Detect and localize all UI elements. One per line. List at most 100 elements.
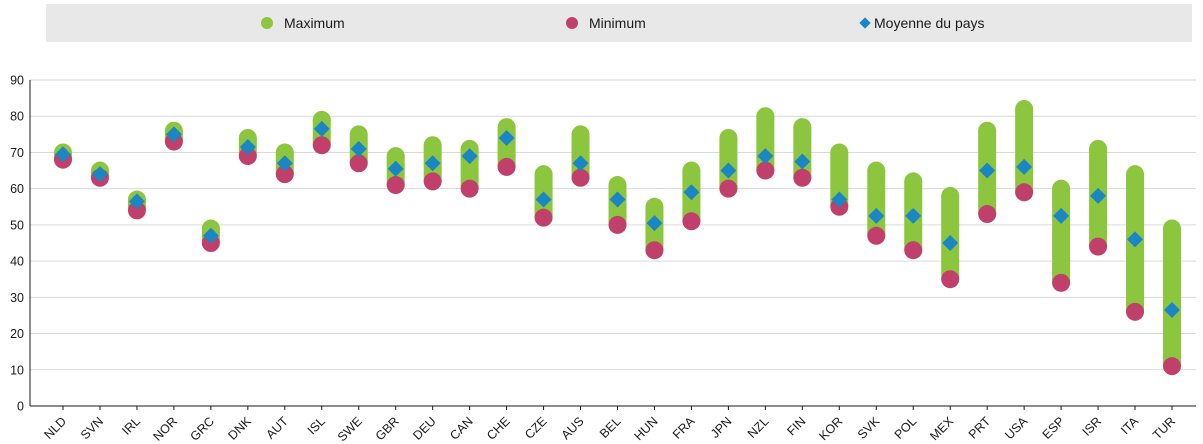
- y-tick-label-80: 80: [10, 110, 24, 124]
- min-point-irl: [127, 201, 146, 220]
- min-point-svk: [867, 226, 886, 245]
- x-tick-label-fra: FRA: [670, 414, 698, 442]
- max-point-che: [497, 118, 516, 137]
- min-point-aut: [275, 165, 294, 184]
- mean-point-pol: [905, 207, 922, 224]
- min-point-deu: [423, 172, 442, 191]
- mean-point-can: [461, 148, 478, 165]
- min-point-fra: [682, 212, 701, 231]
- mean-point-usa: [1016, 158, 1033, 175]
- x-tick-label-mex: MEX: [927, 414, 957, 444]
- min-point-hun: [645, 241, 664, 260]
- min-point-prt: [978, 205, 997, 224]
- x-tick-label-nzl: NZL: [745, 414, 772, 441]
- range-bar-fin: [793, 127, 812, 178]
- max-point-bel: [608, 176, 627, 195]
- legend-label-maximum: Maximum: [284, 15, 345, 31]
- x-tick-label-hun: HUN: [632, 414, 661, 443]
- mean-point-jpn: [720, 162, 737, 179]
- x-tick-label-bel: BEL: [597, 414, 624, 441]
- max-point-esp: [1052, 179, 1071, 198]
- mean-point-irl: [128, 193, 145, 210]
- mean-point-aus: [572, 155, 589, 172]
- min-point-mex: [941, 270, 960, 289]
- min-point-isr: [1089, 237, 1108, 256]
- max-point-mex: [941, 186, 960, 205]
- max-point-pol: [904, 172, 923, 191]
- x-tick-label-svk: SVK: [855, 414, 883, 442]
- min-point-dnk: [238, 147, 257, 166]
- min-point-bel: [608, 215, 627, 234]
- max-point-fin: [793, 118, 812, 137]
- legend-label-mean: Moyenne du pays: [874, 15, 985, 31]
- x-tick-label-ita: ITA: [1118, 414, 1141, 437]
- range-bar-esp: [1052, 188, 1071, 283]
- x-tick-label-nor: NOR: [150, 414, 180, 444]
- y-tick-label-40: 40: [10, 255, 24, 269]
- x-tick-label-dnk: DNK: [225, 414, 254, 443]
- min-point-isl: [312, 136, 331, 155]
- min-point-ita: [1126, 302, 1145, 321]
- x-tick-label-prt: PRT: [966, 414, 994, 442]
- range-bar-usa: [1015, 108, 1034, 193]
- max-point-kor: [830, 143, 849, 162]
- legend-item-minimum: Minimum: [566, 4, 646, 42]
- x-tick-label-svn: SVN: [78, 414, 106, 442]
- mean-point-prt: [979, 162, 996, 179]
- mean-point-gbr: [387, 160, 404, 177]
- mean-point-fin: [794, 153, 811, 170]
- y-tick-label-90: 90: [10, 74, 24, 88]
- mean-point-deu: [424, 155, 441, 172]
- x-tick-label-tur: TUR: [1150, 414, 1178, 442]
- y-tick-label-60: 60: [10, 182, 24, 196]
- legend-item-maximum: Maximum: [261, 4, 345, 42]
- max-point-cze: [534, 165, 553, 184]
- x-tick-label-nld: NLD: [42, 414, 70, 442]
- min-point-jpn: [719, 179, 738, 198]
- max-point-aus: [571, 125, 590, 144]
- max-point-fra: [682, 161, 701, 180]
- max-point-isr: [1089, 139, 1108, 158]
- range-bar-kor: [830, 152, 849, 207]
- mean-point-fra: [683, 184, 700, 201]
- legend-marker-maximum: [261, 17, 273, 29]
- legend-item-mean: Moyenne du pays: [859, 4, 985, 42]
- mean-point-dnk: [239, 139, 256, 156]
- max-point-hun: [645, 197, 664, 216]
- mean-point-svk: [868, 207, 885, 224]
- max-point-swe: [349, 125, 368, 144]
- mean-point-nzl: [757, 148, 774, 165]
- min-point-tur: [1163, 357, 1181, 376]
- legend-marker-minimum: [566, 17, 578, 29]
- x-tick-label-grc: GRC: [187, 414, 217, 444]
- max-point-ita: [1126, 165, 1145, 184]
- min-point-che: [497, 157, 516, 176]
- x-tick-label-can: CAN: [447, 414, 476, 443]
- mean-point-mex: [942, 235, 959, 251]
- max-point-tur: [1163, 219, 1181, 238]
- max-point-aut: [275, 143, 294, 162]
- x-tick-label-isr: ISR: [1080, 414, 1105, 439]
- y-tick-label-20: 20: [10, 327, 24, 341]
- y-tick-label-30: 30: [10, 291, 24, 305]
- x-tick-label-aus: AUS: [559, 414, 587, 442]
- y-tick-label-10: 10: [10, 363, 24, 377]
- mean-point-nor: [165, 126, 182, 143]
- x-tick-label-aut: AUT: [263, 414, 291, 442]
- range-bar-tur: [1163, 228, 1181, 367]
- mean-point-nld: [55, 146, 71, 163]
- x-tick-label-deu: DEU: [410, 414, 439, 443]
- max-point-prt: [978, 121, 997, 140]
- mean-point-isr: [1090, 187, 1107, 204]
- max-point-jpn: [719, 128, 738, 147]
- x-tick-label-jpn: JPN: [708, 414, 735, 441]
- x-tick-label-cze: CZE: [522, 414, 550, 442]
- min-point-esp: [1052, 273, 1071, 292]
- mean-point-esp: [1053, 207, 1070, 224]
- mean-point-grc: [202, 227, 219, 244]
- x-tick-label-isl: ISL: [305, 414, 328, 437]
- max-point-nzl: [756, 107, 775, 126]
- y-tick-label-0: 0: [17, 400, 24, 414]
- y-tick-label-50: 50: [10, 218, 24, 232]
- max-point-dnk: [238, 128, 257, 147]
